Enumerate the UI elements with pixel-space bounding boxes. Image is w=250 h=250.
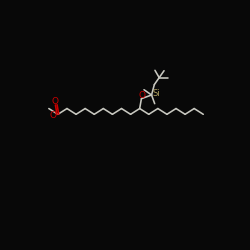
- Text: Si: Si: [153, 89, 160, 98]
- Text: O: O: [139, 91, 146, 100]
- Text: O: O: [52, 97, 59, 106]
- Text: O: O: [50, 111, 57, 120]
